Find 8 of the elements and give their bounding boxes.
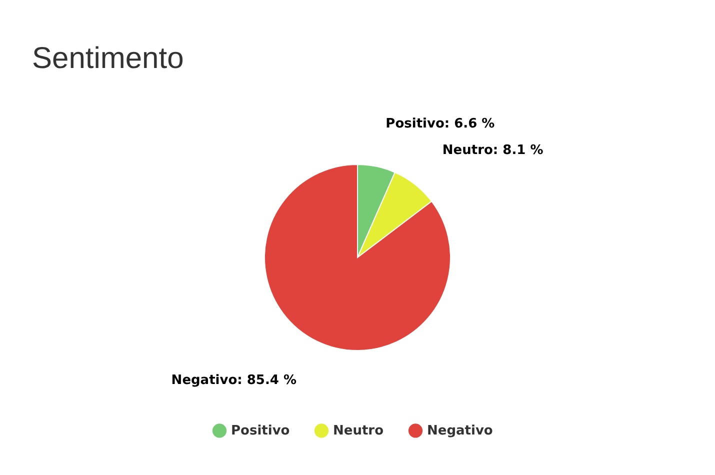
pie-slice xyxy=(264,164,451,351)
legend-label: Negativo xyxy=(427,424,493,439)
legend-label: Neutro xyxy=(333,424,384,439)
legend-label: Positivo xyxy=(231,424,290,439)
data-label: Positivo: 6.6 % xyxy=(386,116,495,132)
data-label: Neutro: 8.1 % xyxy=(442,142,544,158)
data-label: Negativo: 85.4 % xyxy=(171,373,297,388)
chart-title: Sentimento xyxy=(32,42,184,75)
